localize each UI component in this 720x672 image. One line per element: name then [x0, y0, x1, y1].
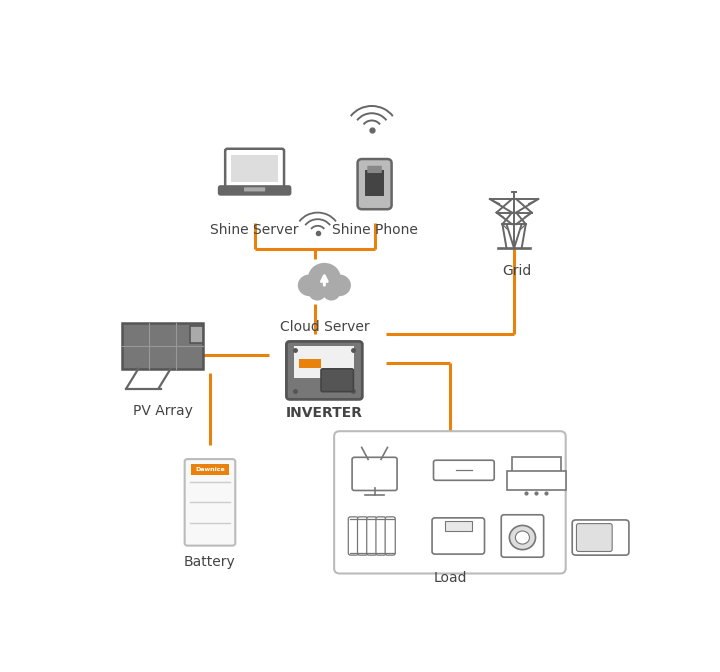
FancyBboxPatch shape: [232, 155, 278, 182]
Text: Dawnice: Dawnice: [195, 467, 225, 472]
FancyBboxPatch shape: [365, 170, 384, 196]
FancyBboxPatch shape: [334, 431, 566, 573]
FancyBboxPatch shape: [225, 149, 284, 190]
Text: PV Array: PV Array: [132, 404, 192, 418]
FancyBboxPatch shape: [189, 326, 203, 343]
FancyBboxPatch shape: [191, 464, 229, 475]
FancyBboxPatch shape: [433, 460, 494, 480]
Circle shape: [309, 285, 326, 300]
Circle shape: [516, 531, 529, 544]
Circle shape: [509, 526, 536, 550]
FancyBboxPatch shape: [219, 186, 290, 195]
FancyBboxPatch shape: [572, 520, 629, 555]
Text: Battery: Battery: [184, 555, 236, 569]
FancyBboxPatch shape: [358, 517, 368, 555]
FancyBboxPatch shape: [184, 459, 235, 546]
FancyBboxPatch shape: [366, 517, 377, 555]
FancyBboxPatch shape: [501, 515, 544, 557]
FancyBboxPatch shape: [432, 518, 485, 554]
FancyBboxPatch shape: [577, 523, 612, 552]
FancyBboxPatch shape: [321, 369, 354, 392]
Text: Cloud Server: Cloud Server: [279, 320, 369, 334]
FancyBboxPatch shape: [122, 323, 203, 369]
Circle shape: [308, 263, 341, 293]
FancyBboxPatch shape: [385, 517, 395, 555]
Text: Shine Phone: Shine Phone: [332, 223, 418, 237]
FancyBboxPatch shape: [287, 341, 362, 399]
FancyBboxPatch shape: [358, 159, 392, 209]
Circle shape: [328, 274, 351, 296]
FancyBboxPatch shape: [294, 345, 354, 378]
Circle shape: [323, 285, 340, 300]
Text: Grid: Grid: [503, 264, 531, 278]
FancyBboxPatch shape: [376, 517, 386, 555]
FancyBboxPatch shape: [352, 458, 397, 491]
FancyBboxPatch shape: [445, 521, 472, 532]
Text: INVERTER: INVERTER: [286, 406, 363, 419]
Circle shape: [298, 274, 321, 296]
FancyBboxPatch shape: [244, 187, 265, 192]
Text: Load: Load: [433, 571, 467, 585]
FancyBboxPatch shape: [367, 166, 382, 173]
Text: Shine Server: Shine Server: [210, 223, 299, 237]
FancyBboxPatch shape: [348, 517, 359, 555]
FancyBboxPatch shape: [512, 458, 561, 473]
FancyBboxPatch shape: [299, 358, 321, 368]
FancyBboxPatch shape: [507, 471, 566, 491]
